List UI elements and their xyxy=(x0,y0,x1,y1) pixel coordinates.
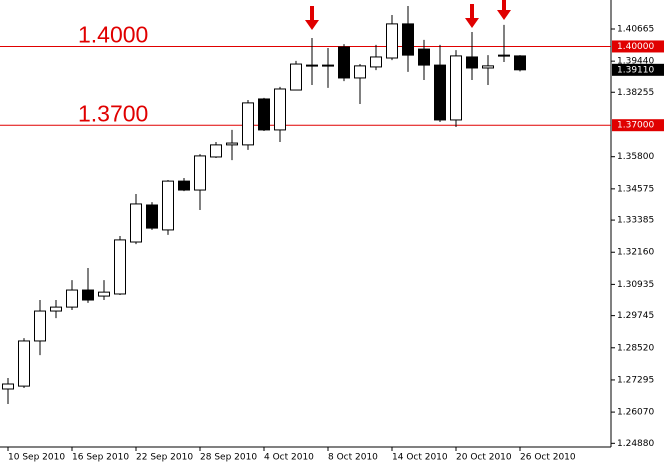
y-tick-label: 1.40665 xyxy=(617,25,654,35)
candle-body xyxy=(2,383,14,390)
candle-body xyxy=(370,56,382,68)
y-tick-label: 1.34575 xyxy=(617,184,654,194)
arrow xyxy=(497,0,511,20)
candle-body xyxy=(82,289,94,301)
level-label: 1.4000 xyxy=(78,22,148,48)
x-tick-label: 14 Oct 2010 xyxy=(392,453,448,463)
candle-body xyxy=(178,180,190,191)
candle-body xyxy=(114,239,126,295)
arrows xyxy=(305,0,511,30)
candle-body xyxy=(242,102,254,146)
y-tick-label: 1.27295 xyxy=(617,375,654,385)
x-tick-label: 10 Sep 2010 xyxy=(8,453,65,463)
y-tick-label: 1.32160 xyxy=(617,248,654,258)
candle-body xyxy=(162,180,174,231)
arrow xyxy=(465,4,479,28)
last-price-box xyxy=(612,63,664,76)
level-label: 1.3700 xyxy=(78,100,148,126)
y-tick-label: 1.38255 xyxy=(617,88,654,98)
x-tick-label: 22 Sep 2010 xyxy=(136,453,193,463)
candle-body xyxy=(258,98,270,131)
last-price-label: 1.39110 xyxy=(617,65,654,75)
candle-body xyxy=(322,64,334,67)
x-tick-label: 16 Sep 2010 xyxy=(72,453,129,463)
candle-body xyxy=(34,310,46,342)
candle-body xyxy=(434,64,446,121)
level-axis-label: 1.37000 xyxy=(617,121,654,131)
candle-body xyxy=(338,46,350,79)
x-tick-label: 4 Oct 2010 xyxy=(264,453,314,463)
y-tick-label: 1.39440 xyxy=(617,57,654,67)
candle-body xyxy=(498,54,510,57)
candle-body xyxy=(194,155,206,191)
candle-body xyxy=(402,23,414,56)
candle-body xyxy=(210,144,222,158)
candle-body xyxy=(146,204,158,229)
x-tick-label: 28 Sep 2010 xyxy=(200,453,257,463)
x-tick-label: 26 Oct 2010 xyxy=(520,453,576,463)
candle-body xyxy=(466,56,478,69)
candle-body xyxy=(130,203,142,243)
x-tick-label: 8 Oct 2010 xyxy=(328,453,378,463)
candle-body xyxy=(18,340,30,387)
y-tick-label: 1.35800 xyxy=(617,152,654,162)
y-tick-label: 1.33385 xyxy=(617,216,654,226)
candle-body xyxy=(306,64,318,67)
candle-body xyxy=(482,65,494,69)
y-tick-label: 1.26070 xyxy=(617,408,654,418)
candle-body xyxy=(386,23,398,59)
level-axis-label: 1.40000 xyxy=(617,42,654,52)
candle-body xyxy=(514,55,526,71)
y-tick-label: 1.24880 xyxy=(617,439,654,449)
y-tick-label: 1.30935 xyxy=(617,280,654,290)
candle-body xyxy=(50,306,62,312)
y-tick-label: 1.28520 xyxy=(617,343,654,353)
candle-body xyxy=(418,48,430,66)
candle-body xyxy=(98,291,110,297)
candle-body xyxy=(290,63,302,91)
level-axis-box xyxy=(612,40,664,53)
x-tick-label: 20 Oct 2010 xyxy=(456,453,512,463)
arrow xyxy=(305,6,319,30)
level-axis-box xyxy=(612,119,664,132)
candle-body xyxy=(66,289,78,308)
y-tick-label: 1.29745 xyxy=(617,311,654,321)
candle-body xyxy=(274,88,286,131)
candle-body xyxy=(354,65,366,79)
candle-body xyxy=(450,55,462,121)
candle-body xyxy=(226,142,238,146)
